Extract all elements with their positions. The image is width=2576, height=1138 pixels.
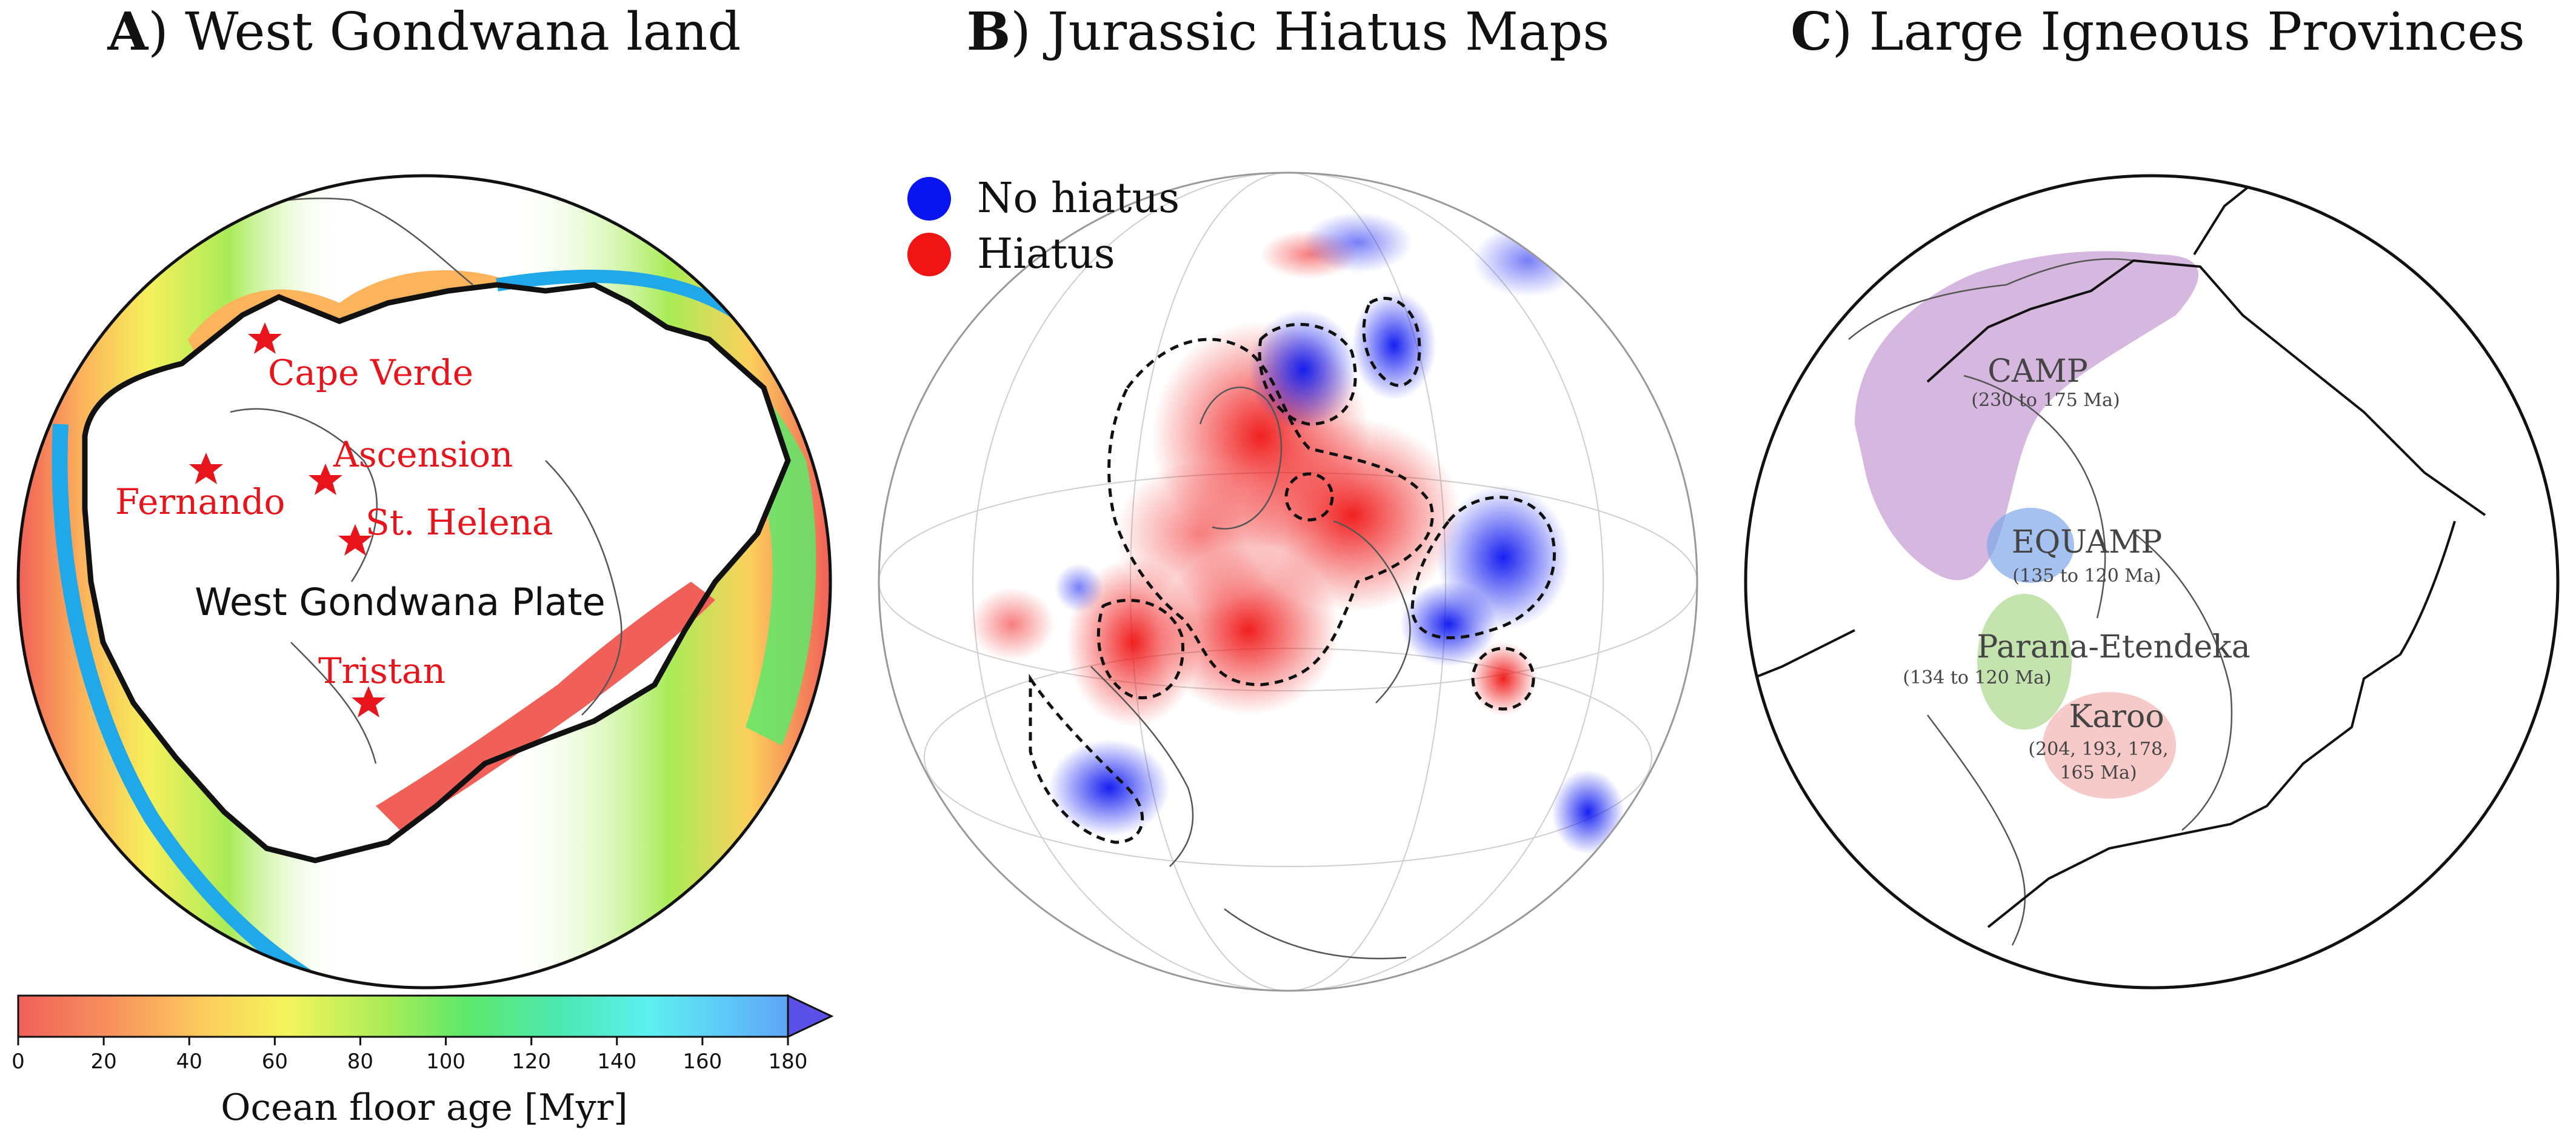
coast-b-1 xyxy=(1199,386,1283,530)
contour-ring xyxy=(1284,472,1334,522)
hotspot-star-cape-verde xyxy=(248,322,282,354)
hotspot-label-fernando: Fernando xyxy=(115,481,285,522)
hiatus-legend: No hiatus Hiatus xyxy=(907,175,1180,278)
graticule-lon-outer xyxy=(972,173,1604,991)
hotspot-label-st-helena: St. Helena xyxy=(365,502,553,543)
colorbar-ticks: 0 20 40 60 80 100 120 140 160 180 xyxy=(12,1037,807,1074)
no-hiatus-contour-2 xyxy=(1362,296,1421,387)
colorbar-tick-label: 0 xyxy=(12,1050,25,1074)
panel-c-title: C) Large Igneous Provinces xyxy=(1790,1,2524,62)
colorbar: 0 20 40 60 80 100 120 140 160 180 Ocean floor age… xyxy=(12,994,834,1129)
plate-boundary xyxy=(82,282,791,863)
legend-swatch-hiatus xyxy=(907,233,951,276)
hotspot-star-st-helena xyxy=(338,524,372,556)
province-age-camp: (230 to 175 Ma) xyxy=(1971,390,2120,411)
boundary-c-north xyxy=(1926,259,2486,516)
coast-b-3 xyxy=(1090,666,1194,867)
hotspot-star-fernando xyxy=(189,453,223,484)
hiatus-blob-6 xyxy=(1470,642,1537,715)
colorbar-tick-label: 20 xyxy=(90,1050,116,1074)
province-equamp xyxy=(1987,508,2074,583)
province-age-parana: (134 to 120 Ma) xyxy=(1903,667,2051,688)
hotspot-markers xyxy=(189,322,385,717)
young-crust-se xyxy=(376,582,715,830)
colorbar-gradient xyxy=(17,994,789,1038)
no-hiatus-blob-5 xyxy=(1049,739,1170,836)
coast-c-3 xyxy=(2133,533,2233,831)
province-karoo xyxy=(2043,692,2176,799)
boundary-c-south xyxy=(1987,521,2456,928)
hiatus-blob-7 xyxy=(970,588,1055,661)
hiatus-contour-west xyxy=(1096,599,1184,699)
hiatus-blob-5 xyxy=(1115,461,1285,606)
globe-outline-c xyxy=(1744,174,2560,990)
hiatus-contour-east xyxy=(1471,647,1535,711)
legend-swatch-no-hiatus xyxy=(907,177,951,221)
colorbar-tick-label: 160 xyxy=(682,1050,722,1074)
coast-b-2 xyxy=(1333,520,1411,704)
no-hiatus-contour-1 xyxy=(1258,322,1357,426)
no-hiatus-blob-1 xyxy=(1249,309,1358,430)
coast-c-1 xyxy=(1848,258,2134,340)
globe-outline-b xyxy=(878,171,1698,992)
province-age-equamp: (135 to 120 Ma) xyxy=(2012,565,2161,587)
hotspot-label-cape-verde: Cape Verde xyxy=(268,352,473,393)
plate-interior xyxy=(85,285,788,860)
coast-c-2 xyxy=(1963,374,2106,619)
hiatus-contour-main xyxy=(1107,338,1434,687)
panel-a-map: West Gondwana Plate Cape Verde Ascension… xyxy=(16,174,832,990)
no-hiatus-contour-3 xyxy=(1410,496,1556,639)
boundary-c-top xyxy=(2193,181,2256,256)
province-label-parana: Parana-Etendeka xyxy=(1977,629,2250,665)
province-parana xyxy=(1977,594,2072,730)
coast-south-america xyxy=(290,642,377,764)
coast-c-4 xyxy=(1926,714,2026,946)
coast-africa-east xyxy=(545,460,622,716)
coast-b-4 xyxy=(1224,908,1407,960)
coast-africa-west xyxy=(230,408,378,582)
colorbar-tick-label: 60 xyxy=(262,1050,288,1074)
no-hiatus-contour-south xyxy=(1029,673,1144,844)
no-hiatus-blob-4 xyxy=(1400,582,1497,667)
plate-label: West Gondwana Plate xyxy=(195,580,606,624)
hotspot-label-ascension: Ascension xyxy=(333,434,513,475)
province-age-karoo-2: 165 Ma) xyxy=(2060,762,2137,784)
colorbar-label: Ocean floor age [Myr] xyxy=(221,1086,627,1129)
legend-label-no-hiatus: No hiatus xyxy=(977,175,1180,222)
province-age-karoo-1: (204, 193, 178, xyxy=(2028,739,2168,760)
no-hiatus-blob-7 xyxy=(1473,224,1582,297)
globe-outline-a xyxy=(16,174,832,990)
colorbar-tick-label: 120 xyxy=(512,1050,551,1074)
province-label-karoo: Karoo xyxy=(2069,699,2164,735)
province-label-equamp: EQUAMP xyxy=(2012,524,2163,561)
margin-west xyxy=(52,424,319,988)
colorbar-tick-label: 180 xyxy=(769,1050,808,1074)
panel-b-title: B) Jurassic Hiatus Maps xyxy=(967,1,1610,62)
panel-b-map: No hiatus Hiatus xyxy=(878,171,1698,992)
panel-a-title: A) West Gondwana land xyxy=(107,1,741,62)
boundary-c-west xyxy=(1751,629,1855,680)
no-hiatus-blob-6 xyxy=(1552,770,1624,854)
hotspot-star-ascension xyxy=(309,464,342,495)
colorbar-extend-arrow xyxy=(787,994,834,1039)
no-hiatus-blob-9 xyxy=(1055,564,1103,612)
province-camp xyxy=(1855,251,2199,581)
colorbar-tick-label: 100 xyxy=(426,1050,465,1074)
colorbar-tick-label: 40 xyxy=(176,1050,202,1074)
hotspot-star-tristan xyxy=(352,686,385,717)
province-label-camp: CAMP xyxy=(1987,353,2088,390)
hotspot-label-tristan: Tristan xyxy=(318,650,445,691)
panel-c-map: CAMP (230 to 175 Ma) EQUAMP (135 to 120 … xyxy=(1744,174,2560,990)
colorbar-tick-label: 140 xyxy=(597,1050,636,1074)
legend-label-hiatus: Hiatus xyxy=(977,230,1115,278)
colorbar-tick-label: 80 xyxy=(347,1050,373,1074)
no-hiatus-blob-8 xyxy=(1303,212,1412,273)
